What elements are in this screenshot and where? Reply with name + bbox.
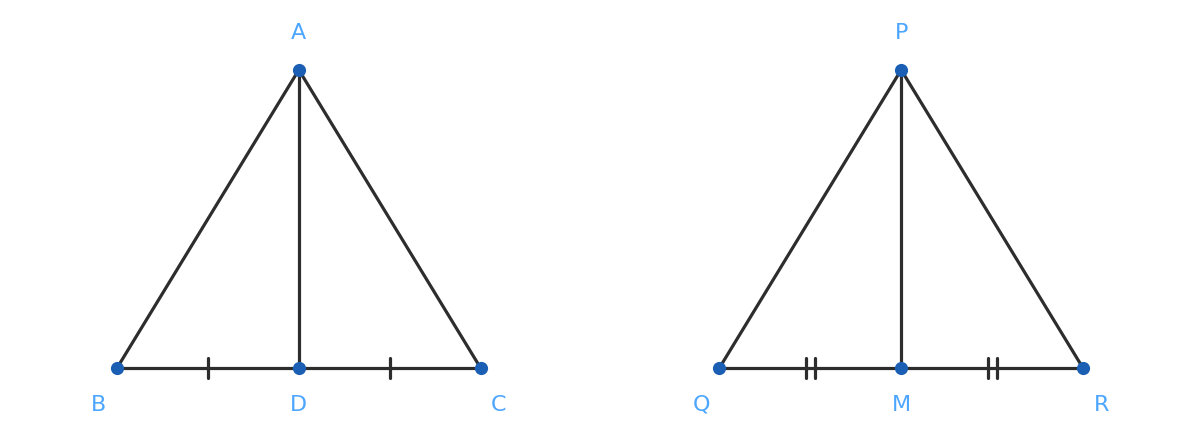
Text: D: D — [290, 395, 307, 414]
Point — [472, 365, 491, 372]
Point — [289, 66, 308, 73]
Point — [892, 66, 911, 73]
Text: C: C — [491, 395, 506, 414]
Point — [289, 365, 308, 372]
Text: M: M — [892, 395, 911, 414]
Point — [892, 365, 911, 372]
Point — [107, 365, 126, 372]
Text: A: A — [292, 24, 306, 43]
Text: P: P — [894, 24, 908, 43]
Text: B: B — [91, 395, 107, 414]
Text: Q: Q — [692, 395, 710, 414]
Text: R: R — [1093, 395, 1109, 414]
Point — [1074, 365, 1093, 372]
Point — [709, 365, 728, 372]
